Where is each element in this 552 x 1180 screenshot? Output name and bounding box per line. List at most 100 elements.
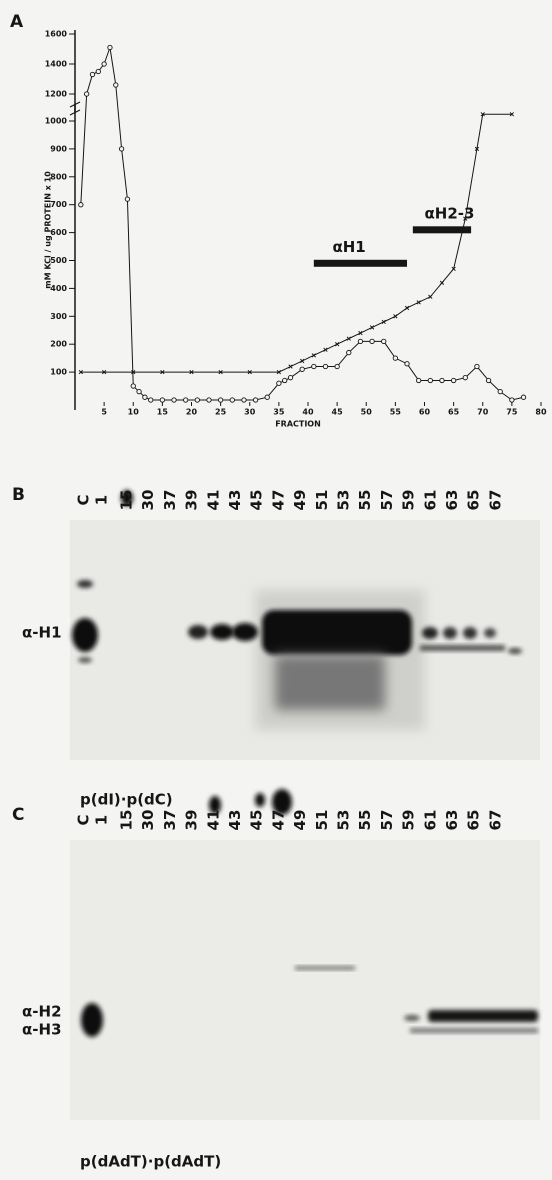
lane-label: 67 <box>486 810 504 831</box>
data-point <box>160 369 165 375</box>
band-label: α-H3 <box>22 1021 62 1039</box>
data-point <box>404 361 410 367</box>
data-point <box>183 397 189 403</box>
lane-label: 43 <box>226 810 244 831</box>
lane-label: 45 <box>248 810 266 831</box>
x-tick-label: 40 <box>302 408 314 417</box>
y-tick-label: 200 <box>50 340 67 349</box>
lane-label: 65 <box>465 810 483 831</box>
annotation-label: αH1 <box>332 238 365 256</box>
data-point <box>288 364 293 369</box>
data-point <box>282 377 288 384</box>
data-point <box>159 397 166 403</box>
data-point <box>287 375 294 381</box>
y-tick-label: 1000 <box>45 117 68 126</box>
annotation-label: αH2-3 <box>425 204 475 222</box>
y-tick-label: 300 <box>50 312 67 321</box>
gel-b-image <box>70 490 540 760</box>
y-axis-label: mM KCl / ug PROTEIN x 10 <box>44 171 53 289</box>
data-point <box>217 397 224 403</box>
lane-label: 47 <box>269 490 287 511</box>
data-point <box>194 397 200 403</box>
substrate-label: p(dI)·p(dC) <box>80 791 173 809</box>
substrate-label: p(dAdT)·p(dAdT) <box>80 1153 221 1171</box>
x-tick-label: 30 <box>244 408 256 417</box>
lane-label: 53 <box>335 490 353 511</box>
data-point <box>381 319 386 325</box>
lane-label: 59 <box>400 810 418 831</box>
lane-label: 51 <box>313 810 331 831</box>
data-point <box>334 342 340 347</box>
x-tick-label: 70 <box>477 408 489 417</box>
data-point <box>428 294 433 299</box>
lane-label: 41 <box>204 810 222 831</box>
data-point <box>439 280 445 285</box>
y-tick-label: 800 <box>50 172 67 181</box>
data-point <box>241 397 247 403</box>
x-tick-label: 60 <box>419 408 431 417</box>
y-tick-label: 900 <box>50 144 67 153</box>
lane-label: 49 <box>291 810 309 831</box>
band-label: α-H2 <box>22 1003 62 1021</box>
panel-label: C <box>12 805 24 825</box>
data-point <box>357 338 364 345</box>
x-tick-label: 15 <box>157 408 169 417</box>
data-point <box>300 358 305 364</box>
panel-label: B <box>12 485 25 505</box>
data-point <box>107 44 113 51</box>
data-point <box>113 82 119 88</box>
x-tick-label: 35 <box>273 408 285 417</box>
band-label: α-H1 <box>22 624 62 642</box>
data-point <box>78 202 84 208</box>
data-point <box>427 377 433 384</box>
lane-label: 61 <box>421 490 439 511</box>
lane-label: 1 <box>93 815 111 825</box>
data-point <box>480 112 485 117</box>
data-point <box>450 377 457 384</box>
lane-label: C <box>75 814 93 825</box>
data-point <box>78 369 83 375</box>
lane-label: 63 <box>443 490 461 511</box>
data-point <box>381 338 387 345</box>
data-point <box>264 394 270 400</box>
data-point <box>148 397 154 403</box>
annotation-bar <box>412 226 472 234</box>
y-tick-label: 500 <box>50 256 67 265</box>
lane-label: 61 <box>421 810 439 831</box>
data-point <box>311 353 316 358</box>
data-point <box>509 112 515 117</box>
data-point <box>124 196 131 202</box>
data-point <box>451 266 456 272</box>
x-tick-label: 50 <box>361 408 373 417</box>
data-point <box>334 363 340 370</box>
lane-label: 47 <box>269 810 287 831</box>
data-point <box>416 300 421 305</box>
data-point <box>276 369 282 375</box>
data-point <box>101 369 107 375</box>
data-point <box>346 336 351 341</box>
data-point <box>323 347 328 352</box>
lane-label: 45 <box>248 490 266 511</box>
data-point <box>229 397 235 403</box>
lane-label: 41 <box>204 490 222 511</box>
lane-label: 63 <box>443 810 461 831</box>
x-tick-label: 45 <box>332 408 344 417</box>
gel-c-image <box>70 789 540 1120</box>
y-tick-label: 600 <box>50 228 67 237</box>
data-point <box>171 397 177 403</box>
data-point <box>311 363 317 370</box>
lane-label: 49 <box>291 490 309 511</box>
lane-label: 57 <box>378 490 396 511</box>
lane-label: 53 <box>335 810 353 831</box>
annotation-bar <box>313 259 408 267</box>
lane-label: 1 <box>93 495 111 505</box>
data-point <box>416 377 422 384</box>
lane-label: 43 <box>226 490 244 511</box>
lane-label: 67 <box>486 490 504 511</box>
lane-label: 55 <box>356 810 374 831</box>
data-point <box>136 388 142 395</box>
data-point <box>369 325 375 330</box>
y-tick-label: 1200 <box>45 90 68 99</box>
